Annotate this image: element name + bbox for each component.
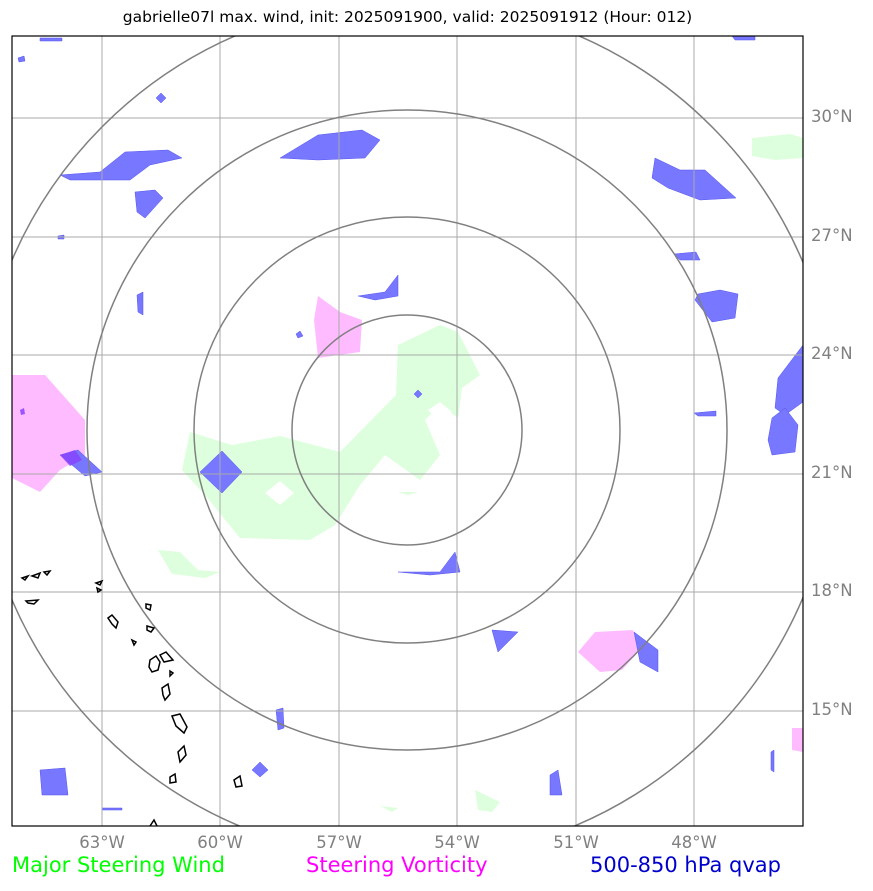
lat-label-30n: 30°N — [811, 107, 853, 126]
coastline-islands — [20, 569, 243, 826]
graticule — [12, 36, 803, 826]
lat-label-21n: 21°N — [811, 463, 853, 482]
lon-label-48w: 48°W — [671, 833, 717, 852]
steering-wind-areas — [158, 134, 803, 812]
steering-vorticity-areas — [12, 296, 803, 752]
legend-steering-wind: Major Steering Wind — [12, 853, 225, 877]
lon-label-54w: 54°W — [434, 833, 480, 852]
legend-steering-vorticity: Steering Vorticity — [306, 853, 488, 877]
map-title: gabrielle07l max. wind, init: 2025091900… — [122, 8, 693, 26]
lon-label-63w: 63°W — [79, 833, 125, 852]
range-rings — [12, 36, 803, 826]
legend-qvap: 500-850 hPa qvap — [590, 853, 781, 877]
lat-label-18n: 18°N — [811, 581, 853, 600]
lon-label-60w: 60°W — [197, 833, 243, 852]
lat-label-15n: 15°N — [811, 700, 853, 719]
lat-label-27n: 27°N — [811, 226, 853, 245]
lon-label-51w: 51°W — [553, 833, 599, 852]
lat-label-24n: 24°N — [811, 344, 853, 363]
lon-label-57w: 57°W — [316, 833, 362, 852]
map-frame — [11, 35, 804, 827]
